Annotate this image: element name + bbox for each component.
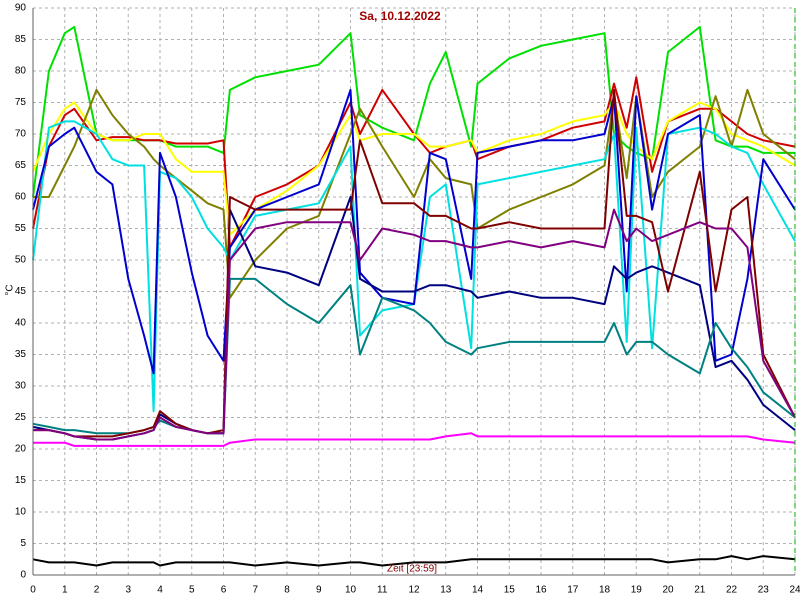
- x-tick-label: 9: [316, 585, 322, 596]
- y-tick-label: 25: [15, 412, 27, 423]
- y-tick-label: 40: [15, 318, 27, 329]
- x-tick-label: 12: [408, 585, 420, 596]
- series-line: [32, 101, 796, 236]
- x-tick-label: 1: [62, 585, 68, 596]
- series-line: [33, 432, 796, 447]
- y-tick-label: 75: [15, 97, 27, 108]
- x-tick-label: 5: [189, 585, 195, 596]
- y-tick-label: 85: [15, 34, 27, 45]
- y-tick-label: 30: [15, 381, 27, 392]
- y-tick-label: 60: [15, 192, 27, 203]
- series-line: [33, 88, 796, 438]
- y-tick-label: 50: [15, 255, 27, 266]
- y-axis-label: °C: [5, 284, 16, 295]
- x-tick-label: 18: [599, 585, 611, 596]
- x-tick-label: 3: [125, 585, 131, 596]
- x-tick-label: 24: [789, 585, 800, 596]
- x-tick-label: 17: [567, 585, 579, 596]
- y-tick-label: 45: [15, 286, 27, 297]
- x-tick-label: 23: [758, 585, 770, 596]
- y-tick-label: 80: [15, 66, 27, 77]
- x-tick-label: 0: [30, 585, 36, 596]
- x-axis-label: Zeit [23:59]: [387, 564, 437, 575]
- y-tick-label: 35: [15, 349, 27, 360]
- x-tick-label: 19: [631, 585, 643, 596]
- x-tick-label: 7: [252, 585, 258, 596]
- x-tick-label: 21: [694, 585, 706, 596]
- x-tick-label: 2: [94, 585, 100, 596]
- x-tick-label: 10: [345, 585, 357, 596]
- series-line: [32, 555, 796, 567]
- y-tick-label: 5: [20, 538, 26, 549]
- y-tick-label: 70: [15, 129, 27, 140]
- y-tick-label: 15: [15, 475, 27, 486]
- series-line: [32, 76, 796, 249]
- x-tick-label: 8: [284, 585, 290, 596]
- y-tick-label: 65: [15, 160, 27, 171]
- y-tick-label: 20: [15, 444, 27, 455]
- series-line: [32, 120, 796, 413]
- y-tick-label: 55: [15, 223, 27, 234]
- x-tick-label: 16: [535, 585, 547, 596]
- x-tick-label: 22: [726, 585, 738, 596]
- y-tick-label: 0: [20, 570, 26, 581]
- series-line: [33, 208, 796, 441]
- x-tick-label: 14: [472, 585, 484, 596]
- x-tick-label: 20: [662, 585, 674, 596]
- x-tick-label: 11: [377, 585, 388, 596]
- x-tick-label: 4: [157, 585, 163, 596]
- chart-title: Sa, 10.12.2022: [359, 9, 441, 23]
- lines: [32, 25, 796, 567]
- x-tick-label: 13: [440, 585, 452, 596]
- series-line: [32, 25, 795, 198]
- y-tick-label: 90: [15, 3, 27, 14]
- x-tick-label: 6: [221, 585, 227, 596]
- x-tick-label: 15: [504, 585, 516, 596]
- y-tick-label: 10: [15, 507, 27, 518]
